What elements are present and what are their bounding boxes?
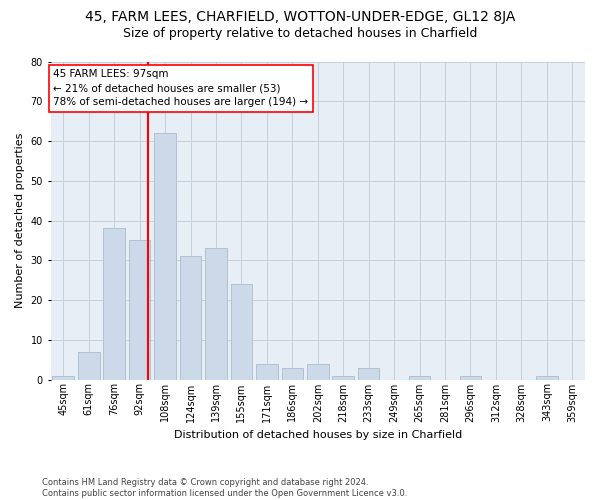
Bar xyxy=(52,376,74,380)
Bar xyxy=(536,376,557,380)
Bar xyxy=(129,240,151,380)
Bar xyxy=(78,352,100,380)
Text: 45 FARM LEES: 97sqm
← 21% of detached houses are smaller (53)
78% of semi-detach: 45 FARM LEES: 97sqm ← 21% of detached ho… xyxy=(53,70,308,108)
Bar xyxy=(154,133,176,380)
Text: Contains HM Land Registry data © Crown copyright and database right 2024.
Contai: Contains HM Land Registry data © Crown c… xyxy=(42,478,407,498)
Bar xyxy=(307,364,329,380)
Bar xyxy=(409,376,430,380)
Text: Size of property relative to detached houses in Charfield: Size of property relative to detached ho… xyxy=(123,28,477,40)
Bar xyxy=(205,248,227,380)
Bar xyxy=(281,368,303,380)
Bar xyxy=(230,284,252,380)
Y-axis label: Number of detached properties: Number of detached properties xyxy=(15,133,25,308)
Bar xyxy=(332,376,354,380)
Bar xyxy=(460,376,481,380)
Bar xyxy=(180,256,202,380)
Text: 45, FARM LEES, CHARFIELD, WOTTON-UNDER-EDGE, GL12 8JA: 45, FARM LEES, CHARFIELD, WOTTON-UNDER-E… xyxy=(85,10,515,24)
Bar xyxy=(256,364,278,380)
X-axis label: Distribution of detached houses by size in Charfield: Distribution of detached houses by size … xyxy=(173,430,462,440)
Bar xyxy=(358,368,379,380)
Bar xyxy=(103,228,125,380)
